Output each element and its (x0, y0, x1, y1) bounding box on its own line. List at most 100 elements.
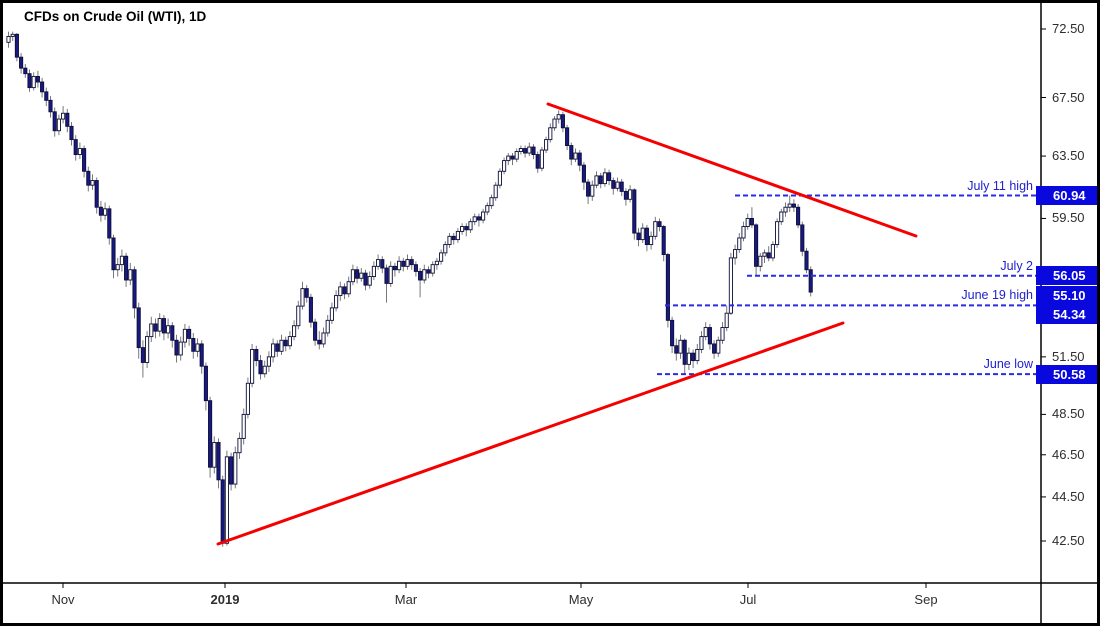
candle-bearish (749, 217, 754, 226)
candle-bearish (44, 91, 49, 101)
candle-bearish (619, 181, 624, 192)
candle-bearish (409, 259, 414, 266)
trendline-ascending-support[interactable] (216, 321, 845, 546)
candle-bullish (728, 257, 733, 314)
candle-bearish (216, 442, 221, 481)
candle-bearish (107, 208, 112, 239)
candle-bullish (388, 265, 393, 284)
candle-bearish (384, 267, 389, 284)
time-tick-label: 2019 (210, 592, 240, 607)
candle-bullish (61, 112, 66, 120)
candle-bearish (426, 269, 431, 274)
candle-bearish (73, 139, 78, 156)
candle-bullish (233, 452, 238, 485)
candle-bearish (413, 264, 418, 272)
candle-bearish (401, 260, 406, 267)
candle-bullish (128, 269, 133, 281)
candle-bullish (447, 235, 452, 246)
candle-bearish (35, 75, 40, 83)
candle-bullish (460, 226, 465, 232)
price-tick-label: 67.50 (1052, 89, 1085, 105)
candle-bullish (397, 260, 402, 271)
candle-bullish (695, 348, 700, 362)
candle-bearish (418, 270, 423, 281)
level-label-june-low[interactable]: June low (983, 357, 1033, 372)
level-label-july-11-high[interactable]: July 11 high (967, 178, 1033, 193)
level-label-july-2[interactable]: July 2 (1000, 258, 1033, 273)
candle-bearish (124, 255, 129, 281)
candle-bullish (56, 118, 61, 132)
candle-bearish (661, 226, 666, 256)
candle-bullish (518, 148, 523, 152)
price-tick-label: 42.50 (1052, 533, 1085, 548)
candle-bearish (40, 81, 45, 93)
candle-bearish (565, 127, 570, 147)
candle-bearish (140, 347, 145, 363)
candle-bullish (556, 114, 561, 120)
candle-bearish (682, 339, 687, 365)
candle-bullish (779, 211, 784, 223)
candle-bullish (493, 184, 498, 199)
axis-price-label: 54.34 (1036, 305, 1097, 325)
candle-bearish (69, 125, 74, 141)
candle-bullish (716, 339, 721, 354)
candle-bearish (161, 318, 166, 334)
candle-bullish (741, 226, 746, 239)
price-tick-label: 63.50 (1052, 148, 1085, 164)
candle-bullish (237, 437, 242, 454)
candle-bullish (359, 272, 364, 279)
candle-bullish (514, 151, 519, 160)
candle-bullish (472, 216, 477, 223)
candle-bullish (653, 221, 658, 237)
level-label-june-19-high[interactable]: June 19 high (961, 288, 1033, 303)
candle-bullish (430, 264, 435, 274)
candle-bullish (628, 189, 633, 200)
candle-bullish (338, 286, 343, 297)
candle-bearish (342, 286, 347, 295)
candle-bearish (48, 99, 53, 113)
time-tick-label: Nov (51, 592, 75, 607)
candle-bearish (275, 343, 280, 352)
candle-bullish (737, 237, 742, 251)
candle-bearish (304, 288, 309, 298)
candle-bullish (422, 269, 427, 281)
candle-bearish (170, 325, 175, 341)
candle-bearish (229, 456, 234, 485)
candle-bearish (569, 145, 574, 160)
time-tick-label: Sep (914, 592, 938, 607)
candle-bullish (157, 318, 162, 332)
candle-bearish (199, 343, 204, 367)
candle-bullish (350, 269, 355, 283)
trendline-descending-resistance[interactable] (546, 102, 918, 238)
candle-bullish (724, 312, 729, 328)
candle-bullish (287, 336, 292, 347)
candle-bearish (712, 343, 717, 354)
candle-bullish (376, 259, 381, 267)
candle-bullish (279, 339, 284, 352)
axis-price-label: 55.10 (1036, 286, 1097, 305)
candle-bullish (573, 152, 578, 160)
candle-bullish (212, 442, 217, 468)
candle-bullish (334, 295, 339, 309)
candle-bearish (754, 224, 759, 267)
candle-bullish (455, 230, 460, 241)
candle-bullish (195, 343, 200, 352)
candle-bearish (191, 337, 196, 352)
candle-bullish (649, 235, 654, 246)
candle-bullish (506, 155, 511, 162)
candle-bearish (623, 190, 628, 200)
candle-bullish (783, 206, 788, 213)
candle-bearish (19, 56, 24, 69)
candle-bearish (598, 175, 603, 185)
candle-bearish (523, 148, 528, 154)
candle-bearish (607, 172, 612, 181)
candle-bullish (367, 276, 372, 286)
candle-bearish (98, 206, 103, 216)
candle-bearish (611, 180, 616, 189)
candle-bearish (665, 254, 670, 321)
candle-bearish (380, 259, 385, 269)
axis-price-label: 50.58 (1036, 364, 1097, 384)
candle-bearish (136, 307, 141, 349)
candle-bullish (434, 260, 439, 266)
